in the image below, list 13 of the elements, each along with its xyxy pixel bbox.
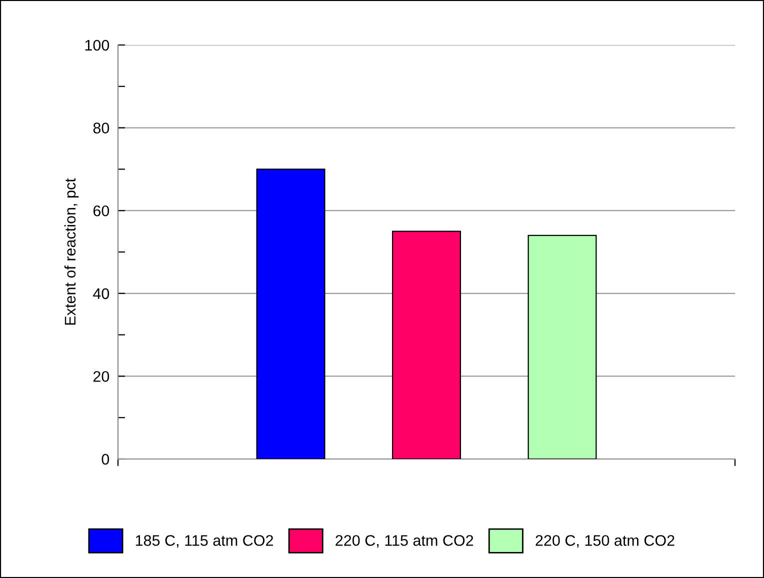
y-tick-label: 80 (93, 122, 110, 134)
legend-label: 185 C, 115 atm CO2 (136, 535, 273, 548)
y-tick-label: 100 (85, 40, 110, 51)
y-tick-label: 20 (93, 371, 110, 382)
y-tick-label: 60 (93, 205, 110, 216)
bar (392, 230, 461, 459)
legend-label: 220 C, 115 atm CO2 (336, 535, 474, 548)
y-tick-label: 40 (93, 288, 110, 300)
y-axis-title: Extent of reaction, pct (64, 178, 79, 325)
bar (256, 168, 326, 459)
legend-label: 220 C, 150 atm CO2 (536, 535, 674, 548)
y-tick-label: 0 (102, 454, 110, 465)
bar (528, 234, 597, 459)
